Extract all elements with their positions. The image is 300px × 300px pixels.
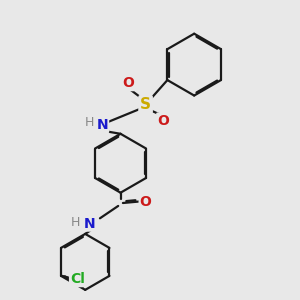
Text: O: O (140, 194, 152, 208)
Text: S: S (140, 97, 151, 112)
Text: N: N (97, 118, 108, 132)
Text: Cl: Cl (70, 272, 85, 286)
Text: H: H (85, 116, 94, 129)
Text: H: H (71, 216, 80, 229)
Text: O: O (157, 114, 169, 128)
Text: N: N (84, 217, 95, 231)
Text: O: O (122, 76, 134, 90)
